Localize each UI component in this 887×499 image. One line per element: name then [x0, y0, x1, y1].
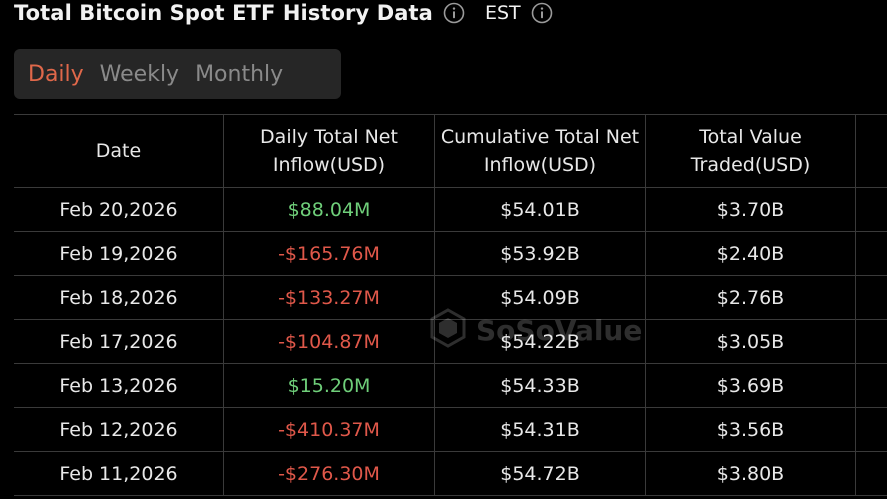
cell-cumulative-inflow: $54.33B: [435, 364, 646, 407]
cell-daily-inflow: -$133.27M: [224, 276, 435, 319]
cell-date: Feb 19,2026: [14, 232, 224, 275]
column-header-date[interactable]: Date: [14, 115, 224, 187]
cell-value-traded: $3.70B: [646, 188, 856, 231]
cell-cumulative-inflow: $54.09B: [435, 276, 646, 319]
cell-value-traded: $3.56B: [646, 408, 856, 451]
cell-daily-inflow: -$410.37M: [224, 408, 435, 451]
cell-daily-inflow: $88.04M: [224, 188, 435, 231]
cell-date: Feb 17,2026: [14, 320, 224, 363]
timezone-label: EST: [484, 2, 521, 24]
cell-date: Feb 18,2026: [14, 276, 224, 319]
cell-date: Feb 20,2026: [14, 188, 224, 231]
table-row[interactable]: Feb 13,2026 $15.20M $54.33B $3.69B: [14, 364, 887, 408]
cell-date: Feb 11,2026: [14, 452, 224, 495]
cell-overflow: [856, 320, 887, 363]
cell-daily-inflow: $15.20M: [224, 364, 435, 407]
column-header-cumulative-inflow[interactable]: Cumulative Total Net Inflow(USD): [435, 115, 646, 187]
table-row[interactable]: Feb 18,2026 -$133.27M $54.09B $2.76B: [14, 276, 887, 320]
info-icon[interactable]: [443, 2, 465, 24]
cell-date: Feb 13,2026: [14, 364, 224, 407]
cell-overflow: [856, 276, 887, 319]
page-title: Total Bitcoin Spot ETF History Data: [14, 1, 433, 25]
cell-overflow: [856, 408, 887, 451]
cell-value-traded: $3.80B: [646, 452, 856, 495]
cell-cumulative-inflow: $53.92B: [435, 232, 646, 275]
table-row[interactable]: Feb 11,2026 -$276.30M $54.72B $3.80B: [14, 452, 887, 496]
cell-overflow: [856, 452, 887, 495]
cell-overflow: [856, 364, 887, 407]
cell-value-traded: $2.76B: [646, 276, 856, 319]
cell-daily-inflow: -$276.30M: [224, 452, 435, 495]
column-header-daily-inflow[interactable]: Daily Total Net Inflow(USD): [224, 115, 435, 187]
cell-date: Feb 12,2026: [14, 408, 224, 451]
cell-daily-inflow: -$104.87M: [224, 320, 435, 363]
column-header-overflow: [856, 115, 887, 187]
tab-weekly[interactable]: Weekly: [99, 61, 180, 87]
cell-cumulative-inflow: $54.22B: [435, 320, 646, 363]
cell-cumulative-inflow: $54.72B: [435, 452, 646, 495]
cell-value-traded: $2.40B: [646, 232, 856, 275]
table-row[interactable]: Feb 20,2026 $88.04M $54.01B $3.70B: [14, 188, 887, 232]
tab-monthly[interactable]: Monthly: [195, 61, 284, 87]
cell-value-traded: $3.69B: [646, 364, 856, 407]
period-tabs: Daily Weekly Monthly: [14, 49, 341, 99]
tab-daily[interactable]: Daily: [28, 61, 84, 87]
cell-overflow: [856, 232, 887, 275]
cell-cumulative-inflow: $54.01B: [435, 188, 646, 231]
cell-value-traded: $3.05B: [646, 320, 856, 363]
cell-daily-inflow: -$165.76M: [224, 232, 435, 275]
table-row[interactable]: Feb 12,2026 -$410.37M $54.31B $3.56B: [14, 408, 887, 452]
table-row[interactable]: Feb 17,2026 -$104.87M $54.22B $3.05B: [14, 320, 887, 364]
timezone-info-icon[interactable]: [531, 2, 553, 24]
header: Total Bitcoin Spot ETF History Data EST: [14, 0, 553, 26]
table-header-row: Date Daily Total Net Inflow(USD) Cumulat…: [14, 115, 887, 188]
cell-overflow: [856, 188, 887, 231]
cell-cumulative-inflow: $54.31B: [435, 408, 646, 451]
table-row[interactable]: Feb 19,2026 -$165.76M $53.92B $2.40B: [14, 232, 887, 276]
column-header-value-traded[interactable]: Total Value Traded(USD): [646, 115, 856, 187]
etf-history-table: Date Daily Total Net Inflow(USD) Cumulat…: [14, 114, 887, 496]
